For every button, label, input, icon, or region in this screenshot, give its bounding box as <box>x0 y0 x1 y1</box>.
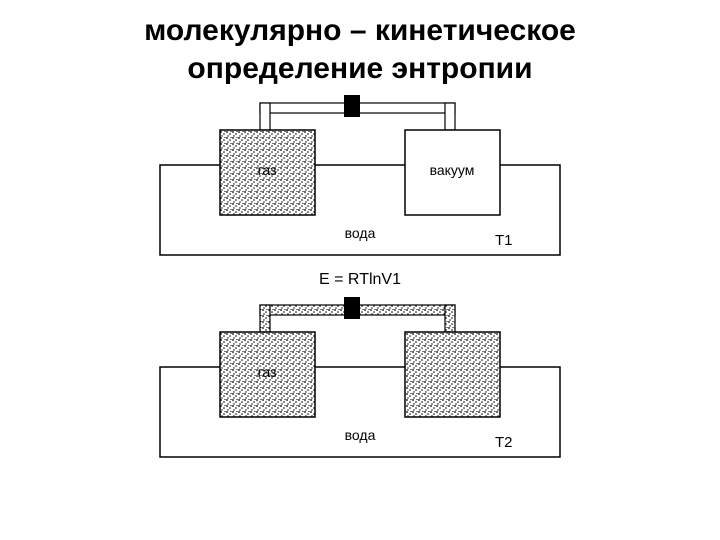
title-line-2: определение энтропии <box>0 50 720 88</box>
figure-area: газ вакуум вода T1 E = RTlnV1 <box>0 95 720 467</box>
equation: E = RTlnV1 <box>0 271 720 289</box>
label-T2: T2 <box>495 434 513 451</box>
page-title: молекулярно – кинетическое определение э… <box>0 0 720 87</box>
label-T1: T1 <box>495 232 513 249</box>
diagram-top: газ вакуум вода T1 <box>130 95 590 265</box>
title-line-1: молекулярно – кинетическое <box>0 12 720 50</box>
valve-icon <box>344 95 360 117</box>
label-water-top: вода <box>345 225 376 241</box>
diagram-bottom: газ вода T2 <box>130 297 590 467</box>
label-water-bottom: вода <box>345 427 376 443</box>
valve-icon <box>344 297 360 319</box>
vessel-right-gas <box>405 332 500 417</box>
label-gas: газ <box>258 162 277 178</box>
label-vacuum: вакуум <box>430 162 475 178</box>
label-gas-bottom: газ <box>258 364 277 380</box>
